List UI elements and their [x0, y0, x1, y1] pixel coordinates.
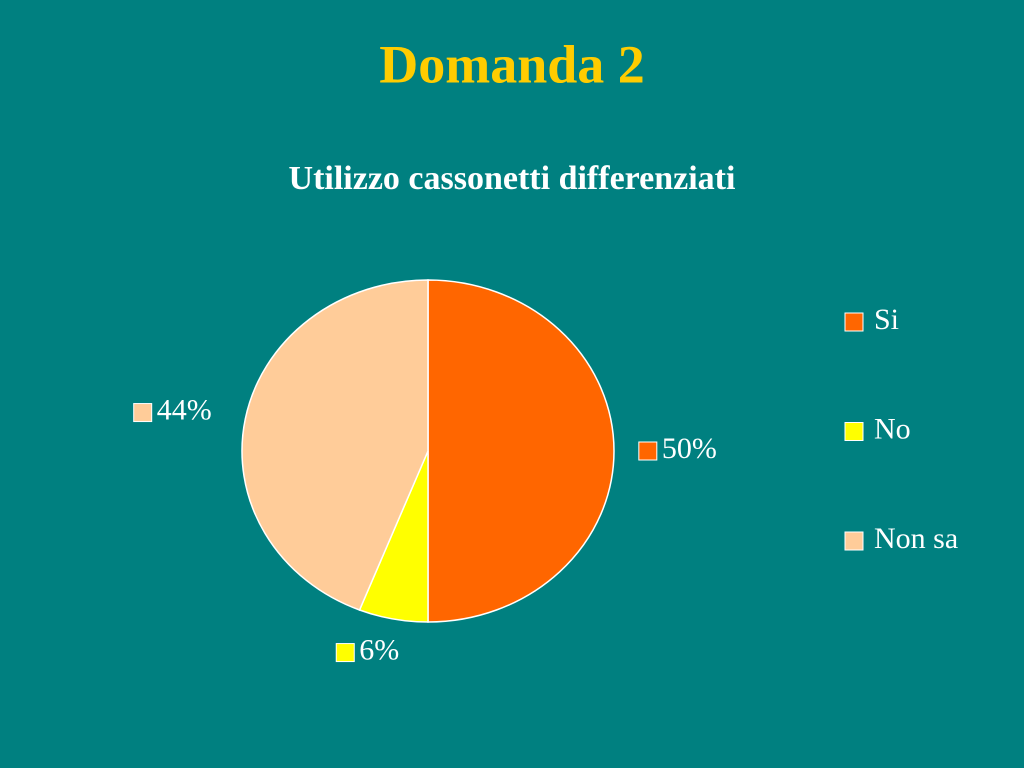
pie-slice	[241, 279, 429, 611]
value-label: 44%	[157, 393, 212, 426]
value-label: 50%	[662, 432, 717, 465]
value-label-key	[335, 643, 355, 663]
legend-label: Si	[874, 303, 899, 336]
legend-label: No	[874, 412, 911, 445]
slide-title: Domanda 2	[379, 34, 645, 94]
pie-slice	[427, 279, 615, 623]
value-label-key	[133, 403, 153, 423]
chart-title: Utilizzo cassonetti differenziati	[289, 160, 736, 197]
value-label-key	[638, 441, 658, 461]
legend-key	[844, 531, 864, 551]
legend-key	[844, 312, 864, 332]
legend-label: Non sa	[874, 522, 958, 555]
value-label: 6%	[359, 633, 399, 666]
legend-key	[844, 422, 864, 441]
